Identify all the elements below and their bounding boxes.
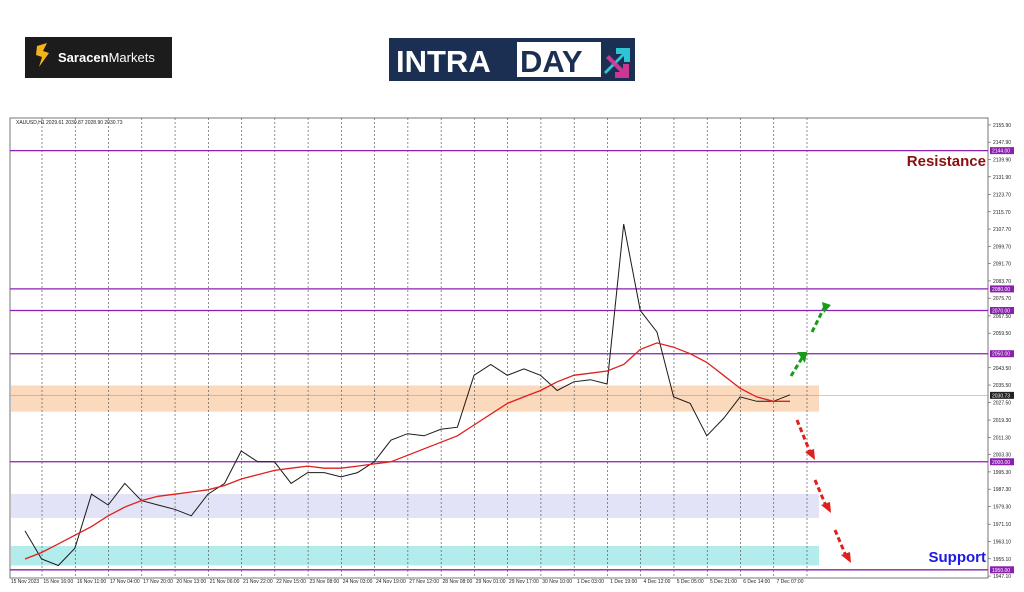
- intraday-box: [517, 42, 601, 77]
- x-tick-label: 22 Nov 15:00: [276, 579, 306, 585]
- y-tick-label: 2099.70: [993, 244, 1011, 250]
- x-tick-label: 20 Nov 13:00: [176, 579, 206, 585]
- y-tick-label: 1955.10: [993, 557, 1011, 563]
- y-tick-label: 1963.10: [993, 539, 1011, 545]
- arrow-heads: [797, 302, 851, 563]
- y-tick-label: 2155.90: [993, 123, 1011, 129]
- level-tag: [990, 350, 1014, 358]
- y-tick-label: 2147.90: [993, 140, 1011, 146]
- arrow-down-icon: [606, 55, 629, 78]
- y-tick-label: 1971.10: [993, 522, 1011, 528]
- y-tick-label: 2123.70: [993, 192, 1011, 198]
- y-tick-label: 2107.70: [993, 227, 1011, 233]
- zone: [11, 385, 819, 412]
- zone: [11, 493, 819, 518]
- x-tick-label: 1 Dec 03:00: [577, 579, 604, 585]
- brand-icon: [36, 43, 49, 67]
- x-tick-label: 24 Nov 19:00: [376, 579, 406, 585]
- y-tick-label: 2059.50: [993, 331, 1011, 337]
- y-tick-label: 2083.70: [993, 279, 1011, 285]
- x-tick-label: 21 Nov 22:00: [243, 579, 273, 585]
- intraday-left: INTRA: [396, 44, 491, 79]
- x-tick-label: 6 Dec 14:00: [743, 579, 770, 585]
- x-tick-label: 21 Nov 06:00: [210, 579, 240, 585]
- y-tick-label: 2019.30: [993, 418, 1011, 424]
- y-tick-label: 2131.90: [993, 175, 1011, 181]
- x-tick-label: 1 Dec 19:00: [610, 579, 637, 585]
- y-tick-label: 1995.30: [993, 470, 1011, 476]
- x-tick-label: 29 Nov 01:00: [476, 579, 506, 585]
- y-tick-label: 2043.50: [993, 366, 1011, 372]
- brand-logo: [25, 37, 172, 78]
- y-tick-label: 2011.30: [993, 435, 1011, 441]
- level-label: 2000.00: [992, 460, 1010, 466]
- x-tick-label: 24 Nov 03:00: [343, 579, 373, 585]
- support-label: Support: [929, 549, 987, 566]
- intraday-right: DAY: [520, 44, 583, 79]
- x-tick-label: 30 Nov 10:00: [542, 579, 572, 585]
- chart: 15 Nov 2023 15 Nov 16:00 16 Nov 11:00 17 No…: [10, 118, 1014, 585]
- y-tick-label: 2035.50: [993, 383, 1011, 389]
- x-tick-label: 28 Nov 08:00: [443, 579, 473, 585]
- x-tick-label: 16 Nov 11:00: [77, 579, 107, 585]
- y-tick-label: 2067.50: [993, 314, 1011, 320]
- current-price-tag: [990, 391, 1014, 399]
- y-tick-label: 2115.70: [993, 210, 1011, 216]
- x-tick-label: 17 Nov 04:00: [110, 579, 140, 585]
- level-label: 2050.00: [992, 352, 1010, 358]
- y-tick-label: 2003.30: [993, 453, 1011, 459]
- level-label: 2144.00: [992, 149, 1010, 155]
- x-tick-label: 27 Nov 12:00: [409, 579, 439, 585]
- y-tick-label: 1979.30: [993, 504, 1011, 510]
- x-tick-label: 5 Dec 21:00: [710, 579, 737, 585]
- chart-title: XAUUSD,H1 2029.61 2030.87 2028.90 2030.7…: [16, 120, 123, 126]
- x-tick-label: 7 Dec 07:00: [777, 579, 804, 585]
- projection-arrows: [789, 307, 848, 557]
- x-tick-label: 17 Nov 20:00: [143, 579, 173, 585]
- x-tick-label: 15 Nov 16:00: [43, 579, 73, 585]
- level-tag: [990, 307, 1014, 315]
- x-tick-label: 15 Nov 2023: [11, 579, 40, 585]
- y-tick-label: 2075.70: [993, 296, 1011, 302]
- y-tick-label: 2027.50: [993, 400, 1011, 406]
- series-line: [24, 342, 790, 560]
- level-label: 1950.00: [992, 568, 1010, 574]
- arrow-up-icon: [604, 48, 630, 74]
- level-tag: [990, 147, 1014, 155]
- series-line: [24, 224, 791, 567]
- y-tick-label: 1947.10: [993, 574, 1011, 580]
- y-tick-label: 2091.70: [993, 262, 1011, 268]
- level-label: 2080.00: [992, 287, 1010, 293]
- zone: [11, 546, 819, 566]
- x-tick-label: 5 Dec 05:00: [677, 579, 704, 585]
- current-price-label: 2030.73: [992, 393, 1010, 399]
- y-tick-label: 1987.30: [993, 487, 1011, 493]
- x-tick-label: 29 Nov 17:00: [509, 579, 539, 585]
- level-label: 2070.00: [992, 309, 1010, 315]
- x-tick-label: 23 Nov 08:00: [309, 579, 339, 585]
- level-tag: [990, 458, 1014, 466]
- level-tag: [990, 285, 1014, 293]
- resistance-label: Resistance: [907, 153, 986, 170]
- brand-name: SaracenMarkets: [58, 50, 155, 65]
- y-tick-label: 2139.90: [993, 157, 1011, 163]
- plot-frame: [9, 117, 989, 579]
- x-tick-label: 4 Dec 12:00: [643, 579, 670, 585]
- level-tag: [990, 566, 1014, 574]
